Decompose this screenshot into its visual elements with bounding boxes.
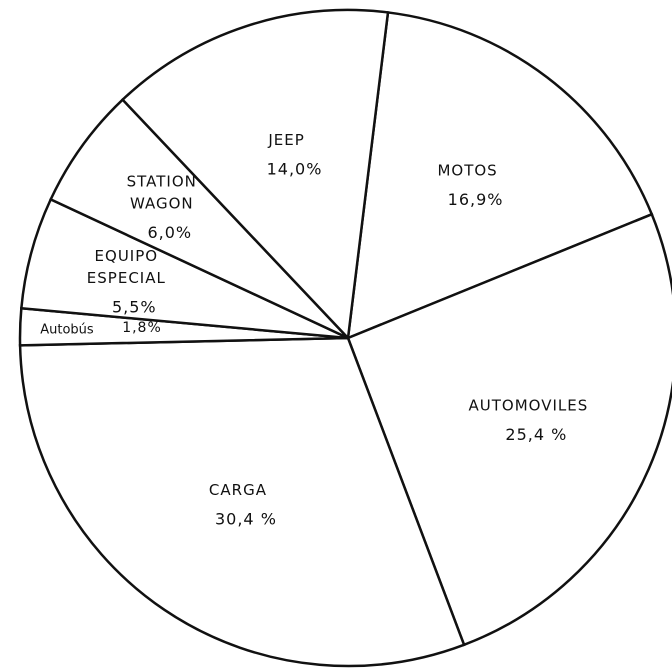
slice-label: Autobús 1,8% xyxy=(40,320,162,338)
pie-slice xyxy=(346,11,654,340)
value-label: 1,8% xyxy=(122,320,162,336)
pie-slice xyxy=(49,97,349,340)
category-label: STATION WAGON xyxy=(127,172,197,212)
value-label: 14,0% xyxy=(267,160,323,179)
value-label: 30,4 % xyxy=(215,510,277,529)
category-label: Autobús xyxy=(40,322,94,337)
value-label: 5,5% xyxy=(112,298,157,317)
pie-slice xyxy=(120,8,390,341)
pie-slice xyxy=(346,212,672,647)
value-label: 25,4 % xyxy=(505,425,567,444)
pie-slice xyxy=(18,336,466,668)
value-label: 6,0% xyxy=(147,223,192,242)
value-label: 16,9% xyxy=(448,190,504,209)
category-label: EQUIPO ESPECIAL xyxy=(87,247,166,287)
category-label: AUTOMOVILES xyxy=(469,396,589,414)
category-label: JEEP xyxy=(267,131,304,149)
category-label: MOTOS xyxy=(437,161,497,179)
category-label: CARGA xyxy=(209,481,267,499)
